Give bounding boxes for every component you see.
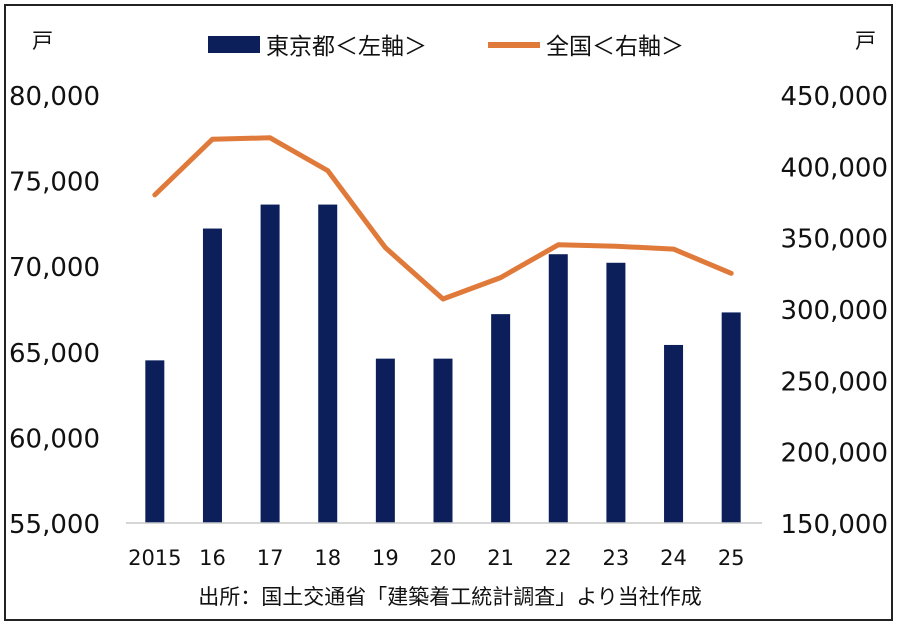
left-axis-ticks: 55,000 60,000 65,000 70,000 75,000 80,000 bbox=[9, 82, 100, 540]
right-tick-label: 350,000 bbox=[780, 225, 888, 255]
bar bbox=[145, 360, 165, 523]
legend: 東京都＜左軸＞ 全国＜右軸＞ bbox=[208, 34, 684, 60]
bar-series-tokyo bbox=[145, 204, 741, 523]
bar bbox=[491, 314, 511, 523]
x-axis-ticks: 2015 16 17 18 19 20 21 22 23 24 25 bbox=[128, 546, 744, 570]
right-tick-label: 150,000 bbox=[780, 510, 888, 540]
left-tick-label: 65,000 bbox=[9, 339, 100, 369]
bar bbox=[664, 344, 684, 523]
left-tick-label: 60,000 bbox=[9, 424, 100, 454]
bar bbox=[202, 228, 222, 523]
left-tick-label: 55,000 bbox=[9, 510, 100, 540]
chart-frame bbox=[4, 4, 893, 621]
legend-bar-swatch bbox=[208, 36, 260, 53]
bar bbox=[721, 312, 741, 523]
x-tick-label: 23 bbox=[603, 546, 630, 570]
bar bbox=[260, 204, 280, 523]
right-tick-label: 200,000 bbox=[780, 439, 888, 469]
right-axis-unit: 戸 bbox=[855, 29, 876, 53]
source-note: 出所：国土交通省「建築着工統計調査」より当社作成 bbox=[198, 585, 702, 609]
x-tick-label: 21 bbox=[487, 546, 514, 570]
x-tick-label: 24 bbox=[660, 546, 687, 570]
x-tick-label: 2015 bbox=[128, 546, 181, 570]
right-axis-ticks: 150,000 200,000 250,000 300,000 350,000 400,0… bbox=[780, 82, 888, 540]
bar bbox=[318, 204, 338, 523]
line-series-national bbox=[152, 135, 734, 302]
x-tick-label: 18 bbox=[314, 546, 341, 570]
x-tick-label: 16 bbox=[199, 546, 226, 570]
x-tick-label: 20 bbox=[430, 546, 457, 570]
bar bbox=[548, 254, 568, 523]
x-tick-label: 17 bbox=[257, 546, 284, 570]
legend-bar-label: 東京都＜左軸＞ bbox=[266, 34, 427, 60]
legend-line-label: 全国＜右軸＞ bbox=[546, 34, 684, 60]
right-tick-label: 250,000 bbox=[780, 367, 888, 397]
left-tick-label: 70,000 bbox=[9, 253, 100, 283]
right-tick-label: 450,000 bbox=[780, 82, 888, 112]
right-tick-label: 300,000 bbox=[780, 296, 888, 326]
x-tick-label: 19 bbox=[372, 546, 399, 570]
left-axis-unit: 戸 bbox=[32, 29, 53, 53]
bar bbox=[433, 358, 453, 523]
left-tick-label: 80,000 bbox=[9, 82, 100, 112]
bar bbox=[375, 358, 395, 523]
x-tick-label: 22 bbox=[545, 546, 572, 570]
right-tick-label: 400,000 bbox=[780, 153, 888, 183]
left-tick-label: 75,000 bbox=[9, 168, 100, 198]
bar bbox=[606, 262, 626, 523]
x-tick-label: 25 bbox=[718, 546, 745, 570]
